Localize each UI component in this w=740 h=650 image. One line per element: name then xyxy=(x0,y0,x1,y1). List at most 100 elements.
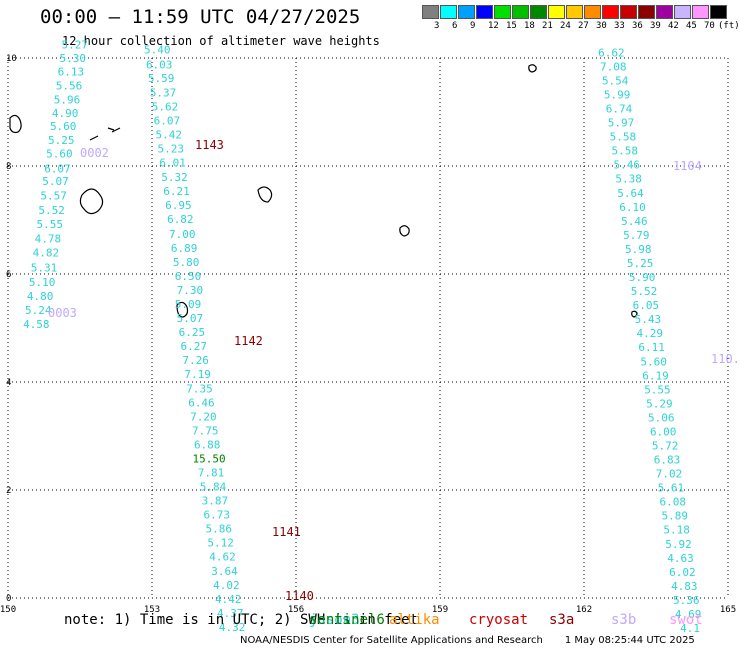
pass-id-label: 1104 xyxy=(673,159,702,173)
wave-height-value: 4.78 xyxy=(35,233,62,246)
wave-height-value: 4.90 xyxy=(52,107,79,120)
wave-height-value: 5.12 xyxy=(207,537,234,550)
wave-height-value: 6.07 xyxy=(154,114,181,127)
wave-height-value: 5.58 xyxy=(612,145,639,158)
wave-height-value: 5.57 xyxy=(40,189,67,202)
wave-height-value: 6.73 xyxy=(204,509,231,522)
colorbar-label: 70 xyxy=(704,21,715,31)
wave-height-value: 5.07 xyxy=(177,312,204,325)
wave-height-value: 5.36 xyxy=(673,594,700,607)
wave-height-value: 6.02 xyxy=(669,566,696,579)
wave-height-value: 7.20 xyxy=(190,410,217,423)
track-0003: 0003 xyxy=(48,306,77,320)
wave-height-value: 5.96 xyxy=(54,93,81,106)
wave-height-value: 5.60 xyxy=(640,355,667,368)
wave-height-value: 6.74 xyxy=(606,103,633,116)
wave-height-value: 5.38 xyxy=(615,173,642,186)
wave-height-value: 5.25 xyxy=(48,134,75,147)
map-title: 00:00 – 11:59 UTC 04/27/2025 xyxy=(40,6,361,28)
colorbar-label: 27 xyxy=(578,21,589,31)
wave-height-value: 5.07 xyxy=(42,175,69,188)
colorbar-label: 3 xyxy=(434,21,440,31)
wave-height-value: 4.69 xyxy=(675,608,702,621)
track-right-lower: 110. xyxy=(711,352,740,366)
credit-footer: NOAA/NESDIS Center for Satellite Applica… xyxy=(240,635,695,646)
x-tick-label: 150 xyxy=(0,605,16,615)
wave-height-value: 5.32 xyxy=(161,171,188,184)
colorbar-label: 24 xyxy=(560,21,571,31)
wave-height-value: 5.54 xyxy=(602,74,629,87)
wave-height-value: 5.24 xyxy=(25,304,52,317)
colorbar-swatch xyxy=(566,5,583,19)
wave-height-value: 5.56 xyxy=(56,79,83,92)
wave-height-value: 5.86 xyxy=(205,523,232,536)
colorbar xyxy=(422,5,728,19)
colorbar-swatch xyxy=(458,5,475,19)
wave-height-value: 6.08 xyxy=(660,496,687,509)
wave-height-value: 5.90 xyxy=(629,271,656,284)
grid xyxy=(7,57,729,599)
wave-height-value: 5.52 xyxy=(38,204,65,217)
wave-height-value: 5.61 xyxy=(658,482,685,495)
colorbar-labels: 3 6 9 12 15 18 21 24 27 30 33 36 39 42 45 70 (ft) xyxy=(422,21,740,33)
wave-height-value: 15.50 xyxy=(193,452,226,465)
wave-height-value: 6.82 xyxy=(167,213,194,226)
wave-height-value: 7.26 xyxy=(182,354,209,367)
wave-height-value: 5.42 xyxy=(156,128,183,141)
colorbar-label: 36 xyxy=(632,21,643,31)
wave-height-value: 6.88 xyxy=(194,438,221,451)
legend-s3b: s3b xyxy=(611,612,637,628)
legend-s3a: s3a xyxy=(549,612,575,628)
pass-id-label: 0003 xyxy=(48,306,77,320)
x-tick-label: 153 xyxy=(144,605,160,615)
island-shape xyxy=(399,225,410,237)
wave-height-value: 5.29 xyxy=(646,397,673,410)
wave-height-value: 6.95 xyxy=(165,199,192,212)
track-center-upper: 5.406.035.595.375.626.075.42 5.236.015.32… xyxy=(144,44,224,283)
y-tick-label: 4 xyxy=(6,378,11,388)
wave-height-value: 4.32 xyxy=(219,621,246,634)
wave-height-value: 7.35 xyxy=(186,382,213,395)
map-subtitle: 12 hour collection of altimeter wave hei… xyxy=(62,34,380,48)
island-shape xyxy=(631,310,638,318)
wave-height-value: 7.30 xyxy=(177,284,204,297)
colorbar-swatch xyxy=(620,5,637,19)
wave-height-value: 5.64 xyxy=(617,187,644,200)
wave-height-value: 6.07 xyxy=(44,162,71,175)
y-tick-label: 0 xyxy=(6,594,11,604)
wave-height-value: 4.29 xyxy=(637,327,664,340)
wave-height-value: 6.13 xyxy=(58,65,85,78)
footnote: note: 1) Time is in UTC; 2) SWH is in fe… xyxy=(64,612,419,628)
colorbar-swatch xyxy=(710,5,727,19)
pass-id-label: 110. xyxy=(711,352,740,366)
colorbar-label: 39 xyxy=(650,21,661,31)
wave-height-value: 6.00 xyxy=(650,425,677,438)
colorbar-label: 6 xyxy=(452,21,458,31)
x-tick-label: 165 xyxy=(720,605,736,615)
islands xyxy=(9,64,638,318)
wave-height-value: 7.75 xyxy=(192,424,219,437)
legend-altika: altika xyxy=(389,612,440,628)
colorbar-swatch xyxy=(512,5,529,19)
wave-height-value: 5.60 xyxy=(46,147,73,160)
wave-height-value: 5.46 xyxy=(613,159,640,172)
wave-height-value: 7.00 xyxy=(169,228,196,241)
wave-height-value: 7.19 xyxy=(184,368,211,381)
wave-height-value: 6.21 xyxy=(163,185,190,198)
y-tick-label: 2 xyxy=(6,486,11,496)
island-shape xyxy=(79,188,104,215)
x-tick-label: 156 xyxy=(288,605,304,615)
colorbar-swatch xyxy=(548,5,565,19)
legend-jason3: jason3 xyxy=(309,612,360,628)
wave-height-value: 5.46 xyxy=(621,215,648,228)
wave-height-value: 4.42 xyxy=(215,593,242,606)
wave-height-value: 6.50 xyxy=(175,270,202,283)
wave-height-value: 5.40 xyxy=(144,44,171,57)
wave-height-value: 6.25 xyxy=(179,326,206,339)
colorbar-swatch xyxy=(440,5,457,19)
pass-id-label: 1143 xyxy=(195,138,224,152)
credit-text: NOAA/NESDIS Center for Satellite Applica… xyxy=(240,635,543,646)
wave-height-value: 5.37 xyxy=(150,86,177,99)
legend-sentinel6: sentinel6 xyxy=(309,612,385,628)
